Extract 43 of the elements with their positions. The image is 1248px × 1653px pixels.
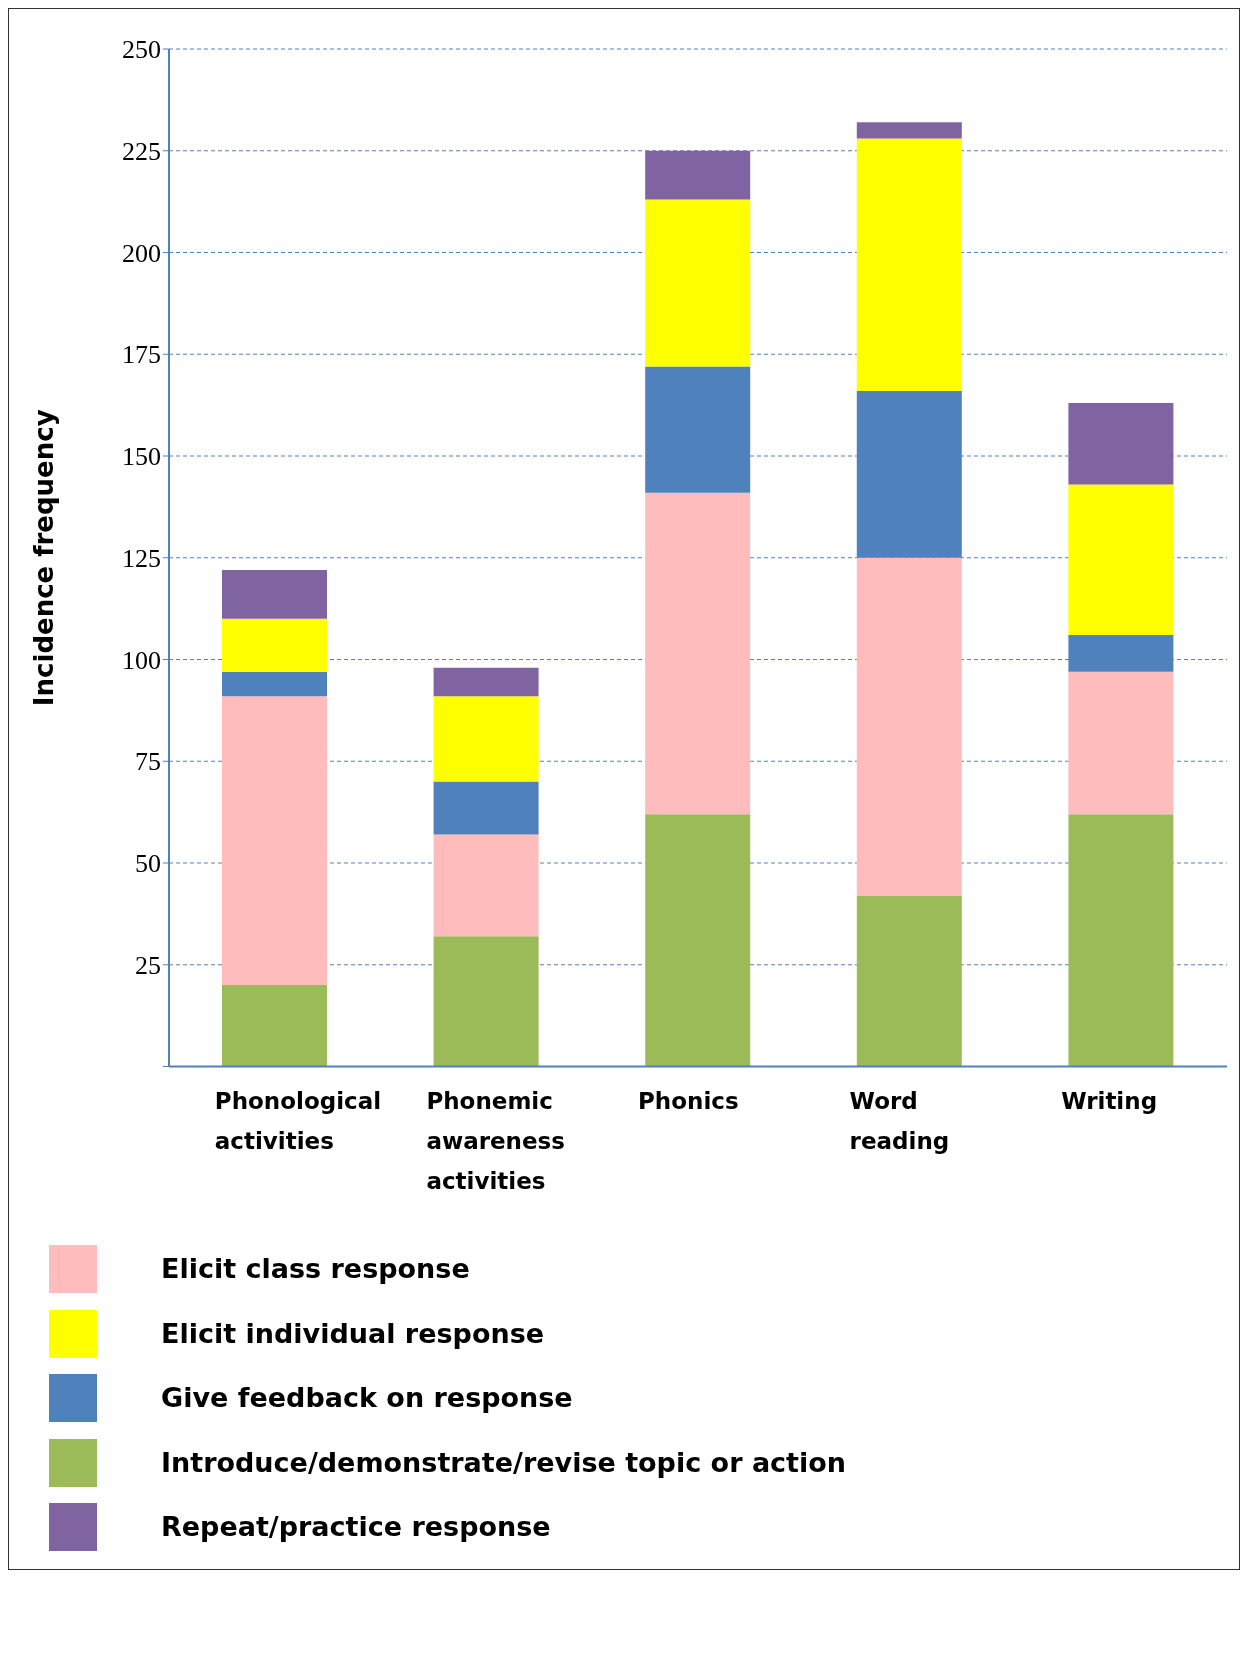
bar [222, 985, 327, 1067]
y-tick-label: 225 [122, 136, 161, 166]
bar [433, 834, 539, 937]
y-axis-title: Incidence frequency [29, 409, 60, 707]
legend-label: Give feedback on response [161, 1381, 574, 1415]
y-tick-label: 125 [122, 543, 161, 573]
bar [856, 138, 962, 391]
x-tick-label: Phonological activities [214, 1087, 382, 1154]
legend-label: Elicit individual response [161, 1316, 546, 1351]
x-tick-label: Phonics [638, 1087, 739, 1114]
bar [645, 150, 751, 200]
x-tick-label: Word reading [849, 1087, 950, 1154]
y-tick-label: 25 [135, 950, 161, 980]
x-tick-label: Phonemic awareness activities [426, 1087, 565, 1194]
y-tick-label: 75 [135, 747, 161, 777]
bar [1068, 484, 1174, 636]
bar [856, 122, 962, 139]
bar [222, 696, 327, 986]
bar [222, 569, 327, 619]
y-tick-label: 100 [122, 645, 161, 675]
bar [645, 814, 751, 1067]
bar [433, 696, 539, 782]
y-tick-label: 50 [135, 849, 161, 879]
bar [222, 618, 327, 672]
bar [645, 492, 751, 815]
y-tick-label: 250 [122, 35, 161, 65]
y-tick-label: 200 [122, 238, 161, 268]
legend-label: Introduce/demonstrate/revise topic or action [161, 1445, 848, 1480]
bar [1068, 814, 1174, 1067]
bar [433, 667, 539, 697]
legend-label: Elicit class response [161, 1252, 471, 1286]
y-tick-label: 175 [122, 340, 161, 370]
x-tick-label: Writing [1061, 1087, 1158, 1114]
bar [1068, 671, 1174, 815]
bar [433, 781, 539, 835]
legend-label: Repeat/practice response [161, 1510, 552, 1544]
y-tick-label: 150 [122, 442, 161, 472]
bar [856, 895, 962, 1067]
bar [645, 199, 751, 367]
bar [1068, 403, 1174, 485]
bar [856, 557, 962, 896]
bar [433, 936, 539, 1067]
bar [222, 671, 327, 697]
